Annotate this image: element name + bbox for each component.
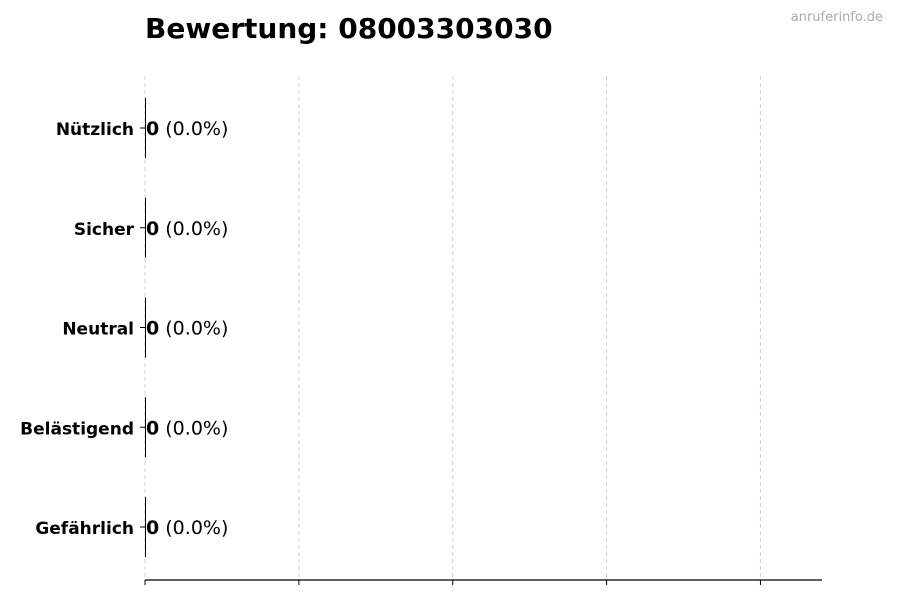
value-label: 0: [146, 318, 159, 340]
data-label: 0 (0.0%): [146, 318, 228, 340]
bar: [145, 397, 146, 458]
percent-label: (0.0%): [159, 517, 228, 539]
bar: [145, 98, 146, 158]
chart-title: Bewertung: 08003303030: [145, 12, 553, 45]
category-label: Belästigend: [20, 419, 134, 439]
bar: [145, 297, 146, 358]
value-label: 0: [146, 218, 159, 240]
data-label: 0 (0.0%): [146, 118, 228, 140]
data-label: 0 (0.0%): [146, 218, 228, 240]
value-label: 0: [146, 517, 159, 539]
category-label: Gefährlich: [35, 519, 134, 539]
percent-label: (0.0%): [159, 118, 228, 140]
data-label: 0 (0.0%): [146, 517, 228, 539]
bar: [145, 197, 146, 258]
percent-label: (0.0%): [159, 417, 228, 439]
category-label: Sicher: [74, 220, 135, 240]
category-label: Nützlich: [56, 120, 134, 140]
data-label: 0 (0.0%): [146, 417, 228, 439]
value-label: 0: [146, 417, 159, 439]
bar: [145, 497, 146, 557]
watermark: anruferinfo.de: [790, 10, 883, 25]
value-label: 0: [146, 118, 159, 140]
category-label: Neutral: [62, 320, 134, 340]
percent-label: (0.0%): [159, 318, 228, 340]
percent-label: (0.0%): [159, 218, 228, 240]
